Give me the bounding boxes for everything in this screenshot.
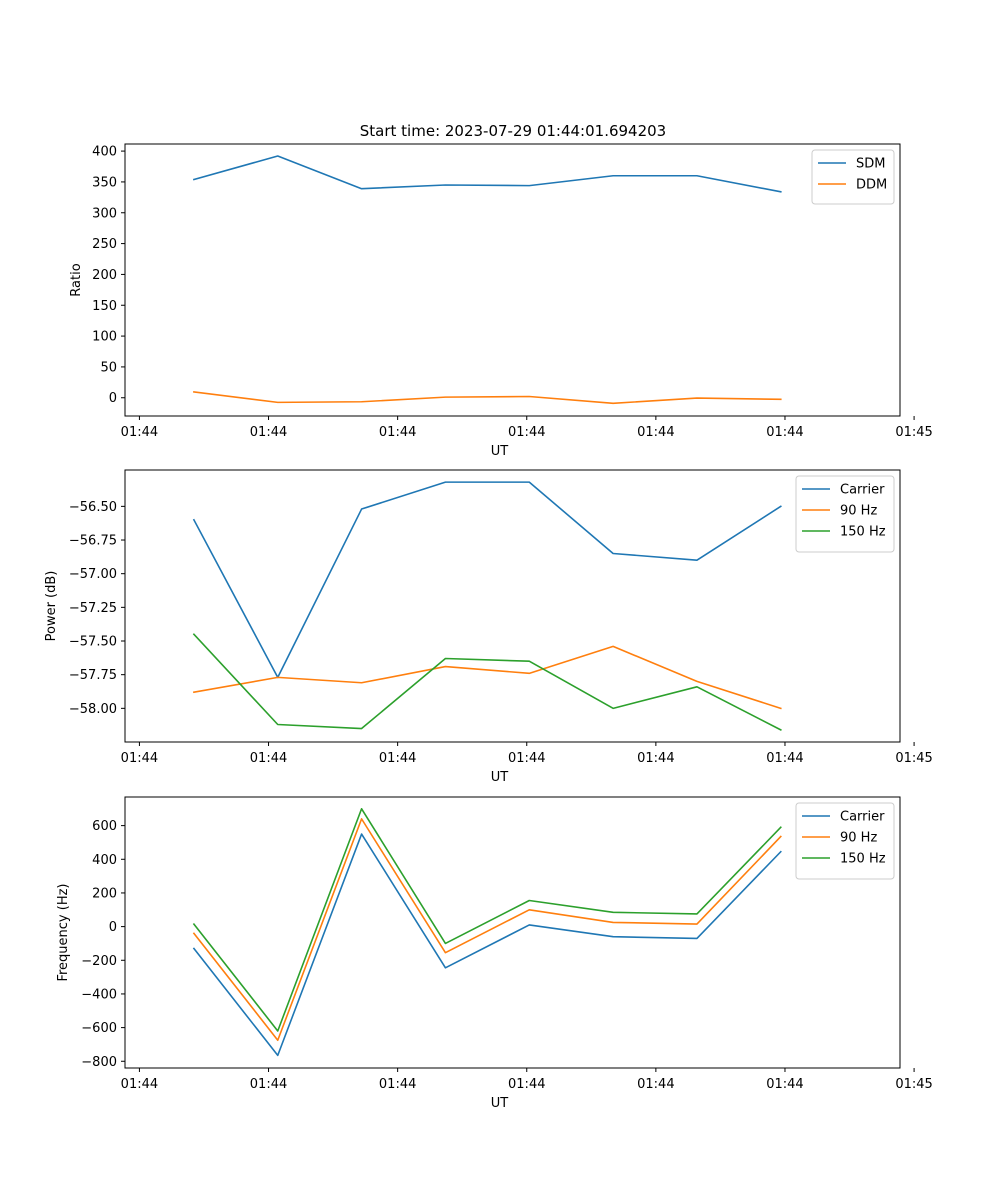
- x-tick-label: 01:45: [895, 425, 932, 440]
- ratio-legend: SDM DDM: [811, 149, 895, 205]
- y-tick-label: −800: [81, 1055, 117, 1070]
- x-tick-label: 01:44: [121, 751, 158, 766]
- y-tick-label: 400: [92, 853, 117, 868]
- power-legend: Carrier 90 Hz 150 Hz: [795, 475, 895, 553]
- y-tick-label: −200: [81, 954, 117, 969]
- y-tick-label: 50: [100, 360, 117, 375]
- y-tick-label: −57.25: [69, 601, 117, 616]
- y-tick-label: 0: [109, 920, 117, 935]
- frequency-legend: Carrier 90 Hz 150 Hz: [795, 802, 895, 880]
- y-tick-label: −56.75: [69, 534, 117, 549]
- y-tick-label: 600: [92, 819, 117, 834]
- y-tick-label: −400: [81, 987, 117, 1002]
- y-tick-label: −57.50: [69, 635, 117, 650]
- axes-frame: [124, 796, 901, 1069]
- x-tick-label: 01:44: [121, 425, 158, 440]
- y-tick-label: 150: [92, 299, 117, 314]
- axes-frame: [124, 143, 901, 417]
- y-tick-label: 200: [92, 886, 117, 901]
- legend-label-carrier: Carrier: [840, 483, 885, 498]
- legend-box: [795, 802, 895, 880]
- x-tick-label: 01:44: [508, 425, 545, 440]
- legend-label-150-hz: 150 Hz: [840, 852, 886, 867]
- y-tick-label: −600: [81, 1021, 117, 1036]
- x-tick-label: 01:44: [508, 751, 545, 766]
- y-tick-label: 100: [92, 330, 117, 345]
- series-line-90-hz: [192, 645, 782, 710]
- series-line-carrier: [192, 833, 782, 1057]
- x-tick-label: 01:44: [637, 1077, 674, 1092]
- y-tick-label: 400: [92, 145, 117, 160]
- y-axis-label: Power (dB): [44, 571, 59, 642]
- legend-label-90-hz: 90 Hz: [840, 831, 877, 846]
- series-line-carrier: [192, 481, 782, 679]
- x-axis-label: UT: [491, 770, 509, 785]
- legend-label-150-hz: 150 Hz: [840, 525, 886, 540]
- y-tick-label: −58.00: [69, 702, 117, 717]
- y-tick-label: 200: [92, 268, 117, 283]
- x-tick-label: 01:44: [766, 751, 803, 766]
- x-axis-label: UT: [491, 444, 509, 459]
- y-axis-label: Frequency (Hz): [56, 883, 71, 981]
- frequency-panel: 01:44 01:44 01:44 01:44 01:44 01:44 01:45 −800 −…: [56, 796, 933, 1111]
- legend-box: [795, 475, 895, 553]
- x-tick-label: 01:44: [250, 751, 287, 766]
- y-tick-label: −57.75: [69, 668, 117, 683]
- y-axis-label: Ratio: [69, 263, 84, 296]
- ratio-panel: 01:44 01:44 01:44 01:44 01:44 01:44 01:45 0 50 10…: [69, 143, 933, 459]
- y-tick-label: 0: [109, 391, 117, 406]
- series-line-ddm: [193, 390, 782, 405]
- y-tick-label: 350: [92, 175, 117, 190]
- y-tick-label: 250: [92, 237, 117, 252]
- legend-label-ddm: DDM: [856, 178, 887, 193]
- x-tick-label: 01:44: [379, 425, 416, 440]
- y-tick-label: 300: [92, 206, 117, 221]
- y-tick-label: −56.50: [69, 500, 117, 515]
- x-tick-label: 01:44: [637, 751, 674, 766]
- x-tick-label: 01:45: [895, 751, 932, 766]
- legend-label-carrier: Carrier: [840, 810, 885, 825]
- x-tick-label: 01:44: [508, 1077, 545, 1092]
- x-tick-label: 01:44: [250, 425, 287, 440]
- legend-label-90-hz: 90 Hz: [840, 504, 877, 519]
- x-tick-label: 01:44: [121, 1077, 158, 1092]
- x-tick-label: 01:44: [637, 425, 674, 440]
- x-tick-label: 01:45: [895, 1077, 932, 1092]
- x-tick-label: 01:44: [766, 1077, 803, 1092]
- power-panel: 01:44 01:44 01:44 01:44 01:44 01:44 01:45 −58.0…: [44, 469, 933, 785]
- series-line-150-hz: [192, 633, 782, 731]
- y-tick-label: −57.00: [69, 567, 117, 582]
- figure-title: Start time: 2023-07-29 01:44:01.694203: [360, 122, 666, 140]
- series-line-sdm: [192, 155, 782, 193]
- legend-label-sdm: SDM: [856, 157, 885, 172]
- series-line-90-hz: [192, 818, 782, 1042]
- series-line-150-hz: [192, 807, 782, 1032]
- x-tick-label: 01:44: [379, 1077, 416, 1092]
- x-tick-label: 01:44: [250, 1077, 287, 1092]
- x-axis-label: UT: [491, 1096, 509, 1111]
- x-tick-label: 01:44: [766, 425, 803, 440]
- axes-frame: [124, 469, 901, 743]
- x-tick-label: 01:44: [379, 751, 416, 766]
